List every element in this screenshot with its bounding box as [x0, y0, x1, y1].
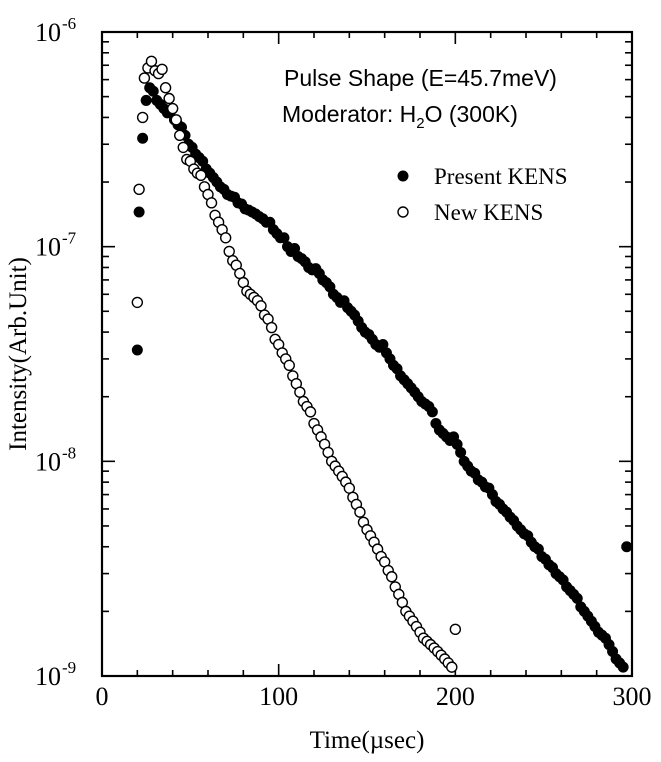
legend: Present KENS New KENS	[397, 164, 568, 225]
chart-annotation: Pulse Shape (E=45.7meV) Moderator: H2O (…	[282, 65, 557, 132]
data-point-new-kens	[304, 406, 317, 418]
data-point-new-kens	[174, 129, 186, 142]
x-tick-label: 200	[436, 682, 475, 711]
y-tick-exponent: -8	[62, 443, 76, 462]
plot-frame	[100, 30, 634, 678]
y-tick-label: 10	[35, 662, 61, 691]
x-axis-label: Time(µsec)	[310, 727, 425, 754]
data-point-new-kens	[294, 386, 306, 398]
data-point-present-kens	[140, 94, 152, 106]
y-tick-label: 10	[35, 233, 61, 262]
data-point-new-kens	[163, 92, 175, 105]
data-point-new-kens	[170, 114, 182, 126]
y-tick-label: 10	[35, 18, 61, 47]
data-point-present-kens	[137, 132, 149, 144]
data-point-present-kens	[621, 541, 633, 553]
data-point-present-kens	[131, 344, 143, 356]
data-point-present-kens	[133, 206, 145, 218]
y-axis-label: Intensity(Arb.Unit)	[5, 257, 32, 451]
y-tick-exponent: -9	[62, 658, 76, 677]
data-point-new-kens	[166, 102, 179, 115]
data-point-new-kens	[138, 72, 151, 84]
annotation-moderator: Moderator: H2O (300K)	[282, 101, 518, 132]
x-tick-label: 100	[259, 682, 298, 711]
legend-marker-new-kens	[397, 206, 409, 218]
data-point-new-kens	[177, 141, 189, 154]
data-point-new-kens	[255, 300, 267, 312]
data-point-present-kens	[147, 85, 159, 97]
data-point-new-kens	[156, 63, 168, 76]
data-point-new-kens	[205, 197, 218, 209]
axis-ticks	[101, 31, 633, 677]
data-point-new-kens	[354, 506, 366, 518]
data-point-new-kens	[145, 55, 158, 68]
data-point-present-kens	[617, 661, 629, 673]
x-tick-label: 300	[613, 682, 652, 711]
data-point-new-kens	[195, 169, 207, 182]
data-point-new-kens	[159, 82, 172, 94]
x-tick-label: 0	[96, 682, 109, 711]
legend-label-new-kens: New KENS	[434, 200, 543, 225]
data-point-new-kens	[446, 661, 458, 673]
y-tick-exponent: -6	[62, 14, 76, 33]
legend-label-present-kens: Present KENS	[434, 164, 568, 189]
data-point-new-kens	[265, 321, 278, 334]
data-point-present-kens	[426, 406, 438, 418]
data-point-new-kens	[386, 571, 398, 583]
plot-area	[100, 30, 634, 678]
x-tick-labels: 0 100 200 300	[96, 682, 652, 711]
annotation-pulse-shape: Pulse Shape (E=45.7meV)	[284, 65, 557, 91]
series-new-kens	[131, 55, 462, 673]
data-point-new-kens	[283, 359, 295, 372]
y-tick-labels: 10-910-810-710-6	[35, 14, 77, 691]
y-tick-exponent: -7	[62, 229, 77, 248]
data-point-new-kens	[136, 111, 149, 124]
data-point-new-kens	[133, 183, 145, 196]
y-tick-label: 10	[35, 447, 61, 476]
data-point-new-kens	[449, 623, 462, 636]
data-point-new-kens	[131, 296, 144, 309]
legend-marker-present-kens	[397, 170, 409, 182]
data-point-new-kens	[219, 232, 232, 244]
data-point-new-kens	[223, 245, 235, 258]
